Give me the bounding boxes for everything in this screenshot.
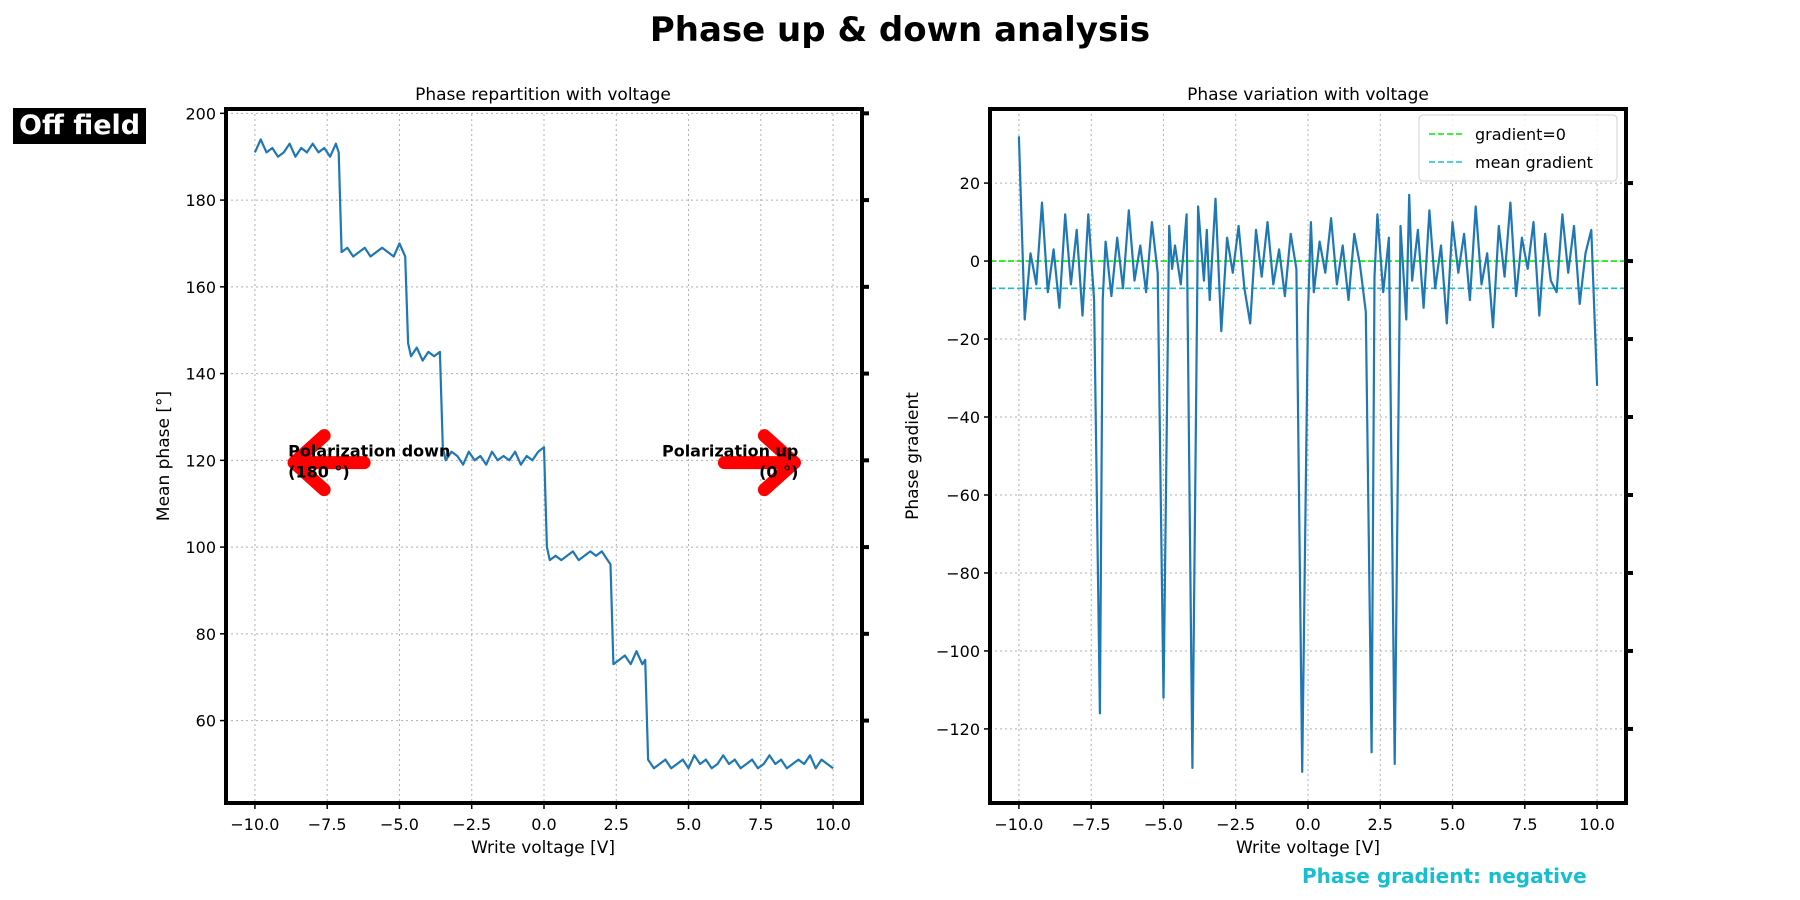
left-arrow-head [757,429,801,497]
right-x-tick-label: 2.5 [1368,815,1393,834]
right-y-tick-label: −20 [946,330,980,349]
right-data-line [1017,136,1599,773]
left-x-tick-label: 0.0 [531,815,556,834]
right-y-tick-label: −40 [946,408,980,427]
phase-repartition-panel: Phase repartition with voltage Write vol… [154,85,869,858]
left-x-axis-label: Write voltage [V] [471,838,615,858]
right-x-tick-label: −5.0 [1144,815,1183,834]
left-x-tick-label: −7.5 [308,815,347,834]
left-x-tick-label: −2.5 [452,815,491,834]
right-chart-title: Phase variation with voltage [1187,85,1429,105]
right-x-tick-label: −10.0 [994,815,1043,834]
phase-variation-panel: Phase variation with voltage Write volta… [903,85,1633,858]
right-plot-area: −10.0 −7.5 −5.0 −2.5 0.0 2.5 5.0 7.5 10.0 −120 −10… [936,107,1633,834]
right-legend-label: gradient=0 [1475,125,1566,144]
right-y-tick-label: 20 [960,174,980,193]
right-y-tick-label: −100 [936,642,980,661]
right-x-tick-label: 0.0 [1295,815,1320,834]
right-axes-frame [988,107,1628,805]
right-y-tick-label: 0 [970,252,980,271]
right-x-tick-label: 10.0 [1579,815,1615,834]
left-annotation-text: (0 °) [759,463,798,482]
left-x-tick-label: 2.5 [604,815,629,834]
right-legend-label: mean gradient [1475,153,1593,172]
right-x-axis-label: Write voltage [V] [1236,838,1380,858]
left-data-line [253,138,834,770]
left-x-tick-label: 7.5 [748,815,773,834]
left-annotation-text: Polarization up [662,442,798,461]
left-y-tick-label: 100 [185,538,216,557]
left-y-tick-label: 140 [185,365,216,384]
right-y-axis-label: Phase gradient [903,392,923,520]
left-y-axis-label: Mean phase [°] [154,391,174,521]
phase-gradient-note: Phase gradient: negative [1302,864,1587,888]
left-y-tick-label: 160 [185,278,216,297]
right-x-tick-label: 5.0 [1440,815,1465,834]
left-arrow-head [287,429,331,497]
left-chart-title: Phase repartition with voltage [415,85,671,105]
right-y-tick-label: −60 [946,486,980,505]
off-field-badge: Off field [13,108,147,144]
left-y-tick-label: 80 [196,625,216,644]
right-x-tick-label: −2.5 [1216,815,1255,834]
left-annotation-text: (180 °) [288,463,350,482]
left-y-tick-label: 180 [185,191,216,210]
right-y-tick-label: −80 [946,564,980,583]
left-x-tick-label: 10.0 [815,815,851,834]
left-axes-frame [224,107,864,805]
left-x-tick-label: 5.0 [676,815,701,834]
left-y-tick-label: 120 [185,451,216,470]
left-x-tick-label: −5.0 [380,815,419,834]
left-y-tick-label: 200 [185,104,216,123]
figure-title: Phase up & down analysis [649,10,1151,50]
right-legend-box [1418,114,1618,182]
right-x-tick-label: 7.5 [1512,815,1537,834]
right-x-tick-label: −7.5 [1072,815,1111,834]
right-y-tick-label: −120 [936,720,980,739]
left-y-tick-label: 60 [196,712,216,731]
left-plot-area: −10.0 −7.5 −5.0 −2.5 0.0 2.5 5.0 7.5 10.0 60 80 100… [185,104,869,834]
left-x-tick-label: −10.0 [230,815,279,834]
left-annotation-text: Polarization down [288,442,450,461]
